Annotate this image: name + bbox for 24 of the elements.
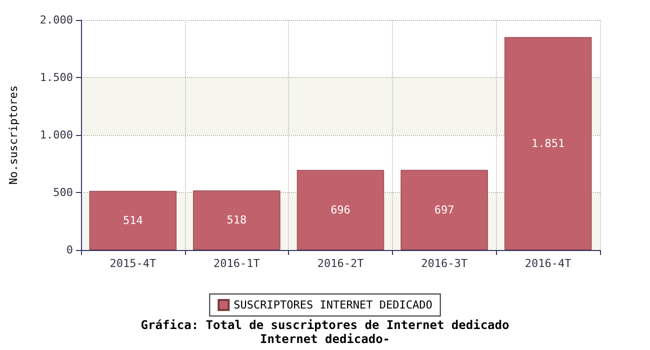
y-tick-label: 1.500 — [40, 71, 73, 84]
data-label: 1.851 — [532, 137, 565, 150]
x-tick-label: 2016-2T — [317, 257, 364, 270]
text: Internet dedicado- — [260, 332, 390, 346]
y-tick-label: 1.000 — [40, 128, 73, 142]
x-tick-label: 2016-4T — [524, 257, 572, 270]
data-label: 518 — [226, 214, 247, 227]
y-tick-label: 500 — [53, 186, 73, 199]
bar — [400, 170, 488, 250]
data-label: 696 — [330, 203, 350, 216]
x-tick-label: 2016-3T — [421, 257, 468, 270]
text: Gráfica: Total de suscriptores de Internet dedicado — [140, 318, 510, 332]
y-tick-label: 0 — [66, 244, 73, 256]
y-tick-label: 2.000 — [40, 14, 73, 26]
data-label: 514 — [122, 214, 144, 227]
bar — [89, 190, 176, 250]
legend-label: SUSCRIPTORES INTERNET DEDICADO — [234, 298, 432, 312]
data-label: 697 — [434, 203, 454, 216]
bar — [296, 170, 384, 250]
x-tick-label: 2016-1T — [214, 257, 260, 270]
x-tick-label: 2015-4T — [110, 257, 156, 270]
y-axis-title: No.suscriptores — [7, 85, 20, 185]
bar — [504, 37, 592, 250]
bar — [193, 190, 280, 250]
